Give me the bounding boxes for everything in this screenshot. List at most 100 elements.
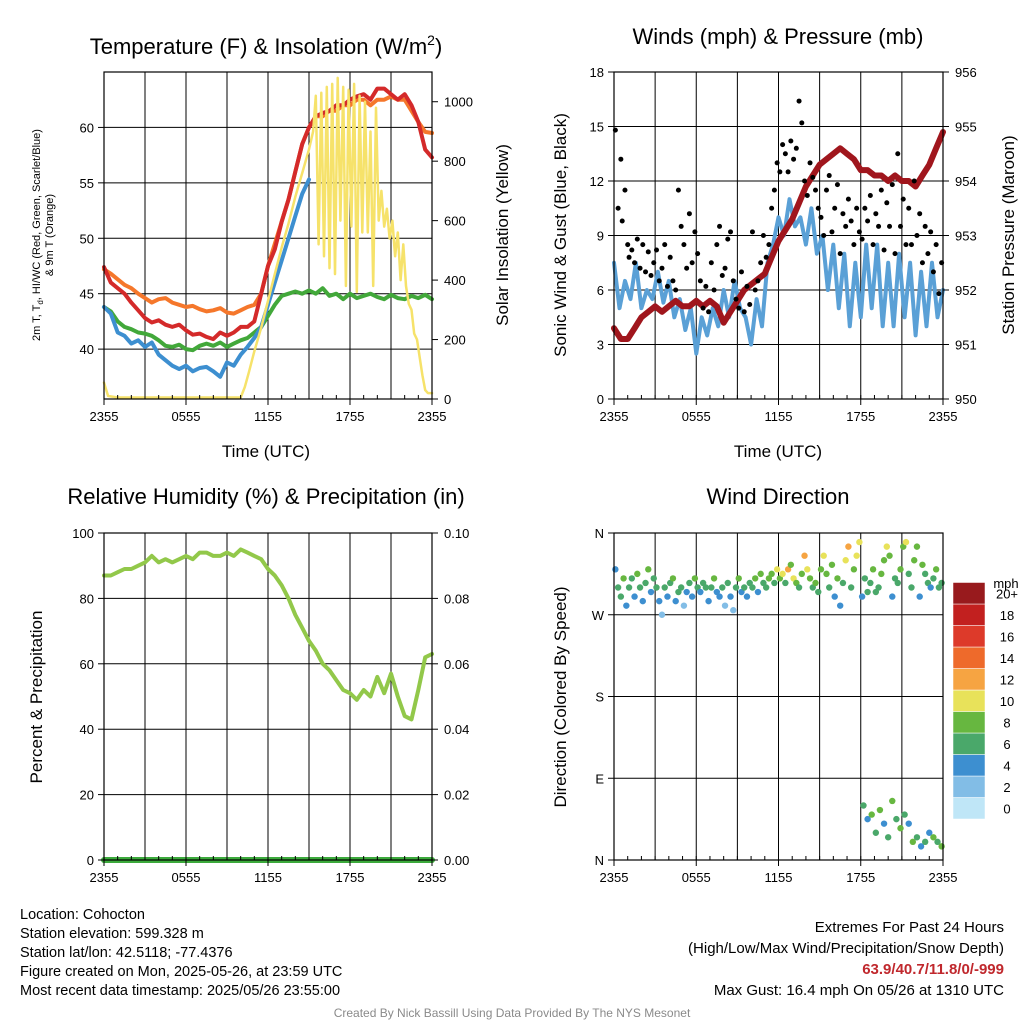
gust-point (845, 196, 851, 202)
gust-point (678, 223, 684, 229)
wind-direction-point (743, 593, 751, 600)
wind-direction-point (883, 543, 890, 550)
gust-point (708, 260, 714, 266)
wind-direction-point (902, 538, 910, 546)
y-right-tick-label: 0.04 (444, 722, 469, 737)
wind-direction-point (650, 575, 657, 582)
gust-point (645, 249, 651, 255)
gust-point (664, 283, 670, 289)
wind-direction-point (642, 579, 649, 587)
speed-legend-unit: mph (993, 576, 1018, 591)
wind-title: Winds (mph) & Pressure (mb) (633, 24, 924, 49)
gust-point (722, 265, 728, 271)
gust-point (876, 223, 882, 229)
x-tick-label: 0555 (682, 409, 711, 424)
gust-point (903, 242, 909, 248)
wind-direction-point (815, 588, 822, 596)
wind-direction-point (864, 815, 871, 823)
wind-direction-point (836, 602, 844, 609)
wind-direction-point (820, 552, 827, 559)
speed-legend-swatch (952, 775, 986, 798)
x-tick-label: 2355 (90, 870, 119, 885)
wind-direction-point (680, 602, 688, 609)
max-gust: Max Gust: 16.4 mph On 05/26 at 1310 UTC (713, 982, 1004, 999)
wind-direction-point (730, 607, 737, 614)
wind-direction-point (787, 561, 795, 568)
x-tick-label: 0555 (172, 870, 201, 885)
wind-direction-point (913, 834, 921, 841)
wind-direction-panel: Wind Direction Direction (Colored By Spe… (551, 484, 1019, 885)
y-tick-label: 40 (80, 342, 94, 357)
humidity-title: Relative Humidity (%) & Precipitation (i… (67, 484, 464, 509)
gust-point (619, 218, 625, 224)
gust-point (928, 229, 934, 235)
gust-point (810, 174, 816, 180)
wind-direction-point (893, 815, 900, 823)
y-right-tick-label: 400 (444, 273, 466, 288)
y-tick-label: 18 (590, 65, 604, 80)
wind-direction-point (911, 557, 918, 564)
temperature-ylabel-line2: & 9m T (Orange) (44, 194, 56, 276)
wind-series-line (612, 197, 945, 356)
wind-direction-point (880, 557, 888, 564)
gust-point (653, 247, 659, 253)
x-tick-label: 1155 (765, 870, 793, 885)
gust-point (752, 287, 758, 293)
wind-direction-title: Wind Direction (706, 484, 849, 509)
gust-point (911, 178, 917, 184)
x-tick-label: 2355 (418, 870, 447, 885)
gust-point (799, 120, 805, 126)
gust-point (697, 278, 703, 284)
y-tick-label: 6 (597, 283, 604, 298)
temperature-panel: Temperature (F) & Insolation (W/m2) 2m T… (31, 32, 512, 461)
speed-legend-swatch (952, 754, 986, 777)
wind-direction-point (875, 584, 882, 591)
wind-direction-point (864, 588, 871, 596)
y-tick-label: 20 (80, 788, 94, 803)
air_temp-series-line (102, 86, 434, 342)
gust-point (933, 242, 939, 248)
x-tick-label: 1755 (846, 870, 875, 885)
wind-direction-point (930, 575, 937, 582)
wind-direction-point (691, 575, 699, 582)
gust-point (728, 229, 734, 235)
gust-point (895, 151, 901, 157)
wind-direction-point (617, 593, 625, 600)
y-right-tick-label: 0.06 (444, 657, 469, 672)
gust-point (717, 223, 723, 229)
wind-direction-point (735, 575, 742, 582)
gust-point (686, 211, 692, 217)
speed-legend-label: 4 (1003, 758, 1010, 773)
gust-point (692, 229, 698, 235)
gust-point (862, 205, 868, 211)
wind-direction-point (749, 584, 756, 591)
gust-point (749, 229, 755, 235)
wind-direction-point (828, 561, 836, 568)
gust-point (741, 309, 747, 315)
gust-point (622, 187, 628, 193)
temperature-title: Temperature (F) & Insolation (W/m2) (90, 32, 443, 59)
gust-point (829, 229, 835, 235)
gust-point (662, 242, 668, 248)
wind-direction-point (927, 584, 934, 591)
x-tick-label: 0555 (172, 409, 201, 424)
wind-direction-point (938, 843, 945, 850)
wind-direction-point (834, 575, 841, 582)
gust-point (889, 182, 895, 188)
wind-direction-point (901, 811, 908, 818)
speed-legend-swatch (952, 625, 986, 648)
x-tick-label: 2355 (600, 409, 629, 424)
wind-direction-point (845, 543, 852, 550)
wind-direction-point (757, 570, 764, 578)
gust-point (673, 287, 679, 293)
wind-direction-point (636, 584, 644, 591)
gust-point (821, 233, 827, 238)
speed-legend-swatch (952, 797, 986, 820)
wind-direction-point (614, 584, 622, 591)
wind-direction-point (897, 825, 904, 832)
wind-direction-point (868, 811, 875, 818)
gust-point (791, 156, 797, 162)
extremes-values: 63.9/40.7/11.8/0/-999 (862, 961, 1004, 978)
x-tick-label: 2355 (600, 870, 629, 885)
gust-point (703, 283, 709, 289)
